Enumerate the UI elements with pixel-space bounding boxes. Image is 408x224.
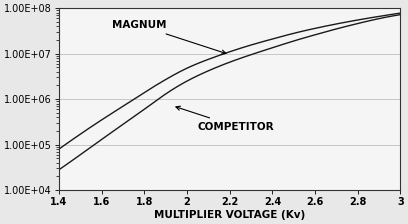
Text: COMPETITOR: COMPETITOR bbox=[176, 106, 274, 131]
Text: MAGNUM: MAGNUM bbox=[112, 20, 226, 54]
X-axis label: MULTIPLIER VOLTAGE (Kv): MULTIPLIER VOLTAGE (Kv) bbox=[154, 210, 305, 220]
